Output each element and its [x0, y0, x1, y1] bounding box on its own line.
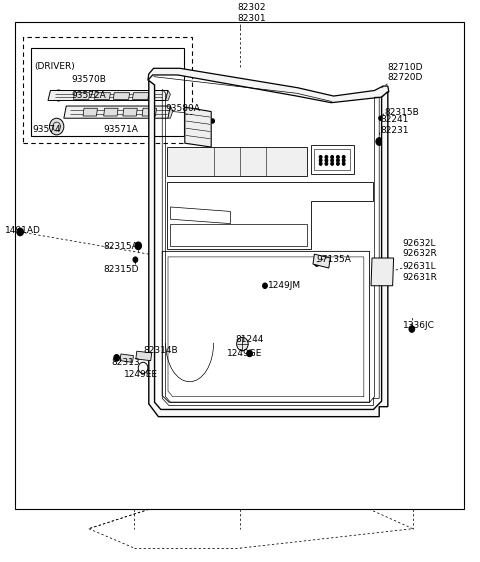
- Circle shape: [336, 158, 339, 162]
- Text: 82241
82231: 82241 82231: [380, 115, 408, 135]
- Text: 97135A: 97135A: [317, 255, 352, 264]
- Polygon shape: [83, 108, 97, 116]
- Circle shape: [17, 228, 24, 236]
- Circle shape: [342, 158, 345, 162]
- Text: 1249GE: 1249GE: [227, 349, 262, 358]
- Polygon shape: [167, 147, 307, 176]
- Circle shape: [409, 326, 415, 332]
- Polygon shape: [120, 354, 133, 362]
- Circle shape: [325, 162, 328, 165]
- Circle shape: [247, 350, 252, 357]
- Text: 82313: 82313: [111, 358, 140, 367]
- Text: 92631L
92631R: 92631L 92631R: [402, 262, 437, 282]
- Polygon shape: [94, 93, 110, 99]
- Text: 93574: 93574: [33, 125, 61, 134]
- Text: 82315D: 82315D: [103, 265, 139, 274]
- Polygon shape: [64, 106, 170, 118]
- Circle shape: [49, 118, 64, 135]
- Circle shape: [325, 155, 328, 158]
- Polygon shape: [185, 107, 211, 147]
- Text: 1249EE: 1249EE: [124, 370, 158, 379]
- Bar: [314, 149, 350, 170]
- Text: 82314B: 82314B: [143, 346, 178, 355]
- Bar: [23, 37, 192, 143]
- Text: (DRIVER): (DRIVER): [35, 62, 75, 71]
- Polygon shape: [104, 108, 118, 116]
- Circle shape: [376, 138, 383, 146]
- Circle shape: [336, 162, 339, 165]
- Text: 93580A: 93580A: [166, 103, 201, 112]
- Polygon shape: [136, 351, 152, 361]
- Polygon shape: [166, 90, 170, 101]
- Bar: [31, 48, 184, 136]
- Polygon shape: [371, 258, 394, 285]
- Circle shape: [237, 337, 248, 351]
- Bar: [311, 145, 354, 174]
- Circle shape: [331, 162, 334, 165]
- Circle shape: [135, 242, 142, 250]
- Circle shape: [137, 353, 141, 357]
- Bar: [373, 259, 391, 264]
- Polygon shape: [142, 108, 156, 116]
- Text: 82710D
82720D: 82710D 82720D: [388, 63, 423, 82]
- Polygon shape: [148, 69, 389, 103]
- Bar: [373, 273, 391, 277]
- Text: 82315A: 82315A: [103, 242, 138, 251]
- Text: 1491AD: 1491AD: [5, 226, 41, 235]
- Circle shape: [54, 90, 63, 101]
- Polygon shape: [313, 254, 330, 268]
- Text: 82315B: 82315B: [384, 108, 419, 117]
- Circle shape: [325, 158, 328, 162]
- Bar: [15, 22, 464, 509]
- Text: 1336JC: 1336JC: [403, 321, 435, 330]
- Text: 1249JM: 1249JM: [268, 281, 301, 290]
- Polygon shape: [73, 93, 90, 99]
- Polygon shape: [113, 93, 130, 99]
- Polygon shape: [48, 90, 168, 101]
- Circle shape: [211, 119, 215, 123]
- Circle shape: [379, 116, 383, 120]
- Polygon shape: [168, 106, 173, 118]
- Bar: [373, 279, 391, 283]
- Text: 82302
82301: 82302 82301: [238, 3, 266, 23]
- Bar: [373, 266, 391, 270]
- Circle shape: [319, 158, 322, 162]
- Polygon shape: [123, 108, 137, 116]
- Text: 93571A: 93571A: [103, 125, 138, 134]
- Circle shape: [319, 155, 322, 158]
- Polygon shape: [149, 80, 388, 416]
- Polygon shape: [132, 93, 149, 99]
- Circle shape: [319, 162, 322, 165]
- Circle shape: [331, 158, 334, 162]
- Circle shape: [336, 155, 339, 158]
- Circle shape: [314, 261, 319, 266]
- Text: 93570B: 93570B: [71, 75, 106, 84]
- Circle shape: [331, 155, 334, 158]
- Circle shape: [133, 257, 138, 262]
- Text: 93572A: 93572A: [71, 92, 106, 101]
- Circle shape: [342, 155, 345, 158]
- Circle shape: [263, 283, 267, 288]
- Text: 81244: 81244: [235, 335, 264, 344]
- Circle shape: [114, 355, 120, 361]
- Circle shape: [342, 162, 345, 165]
- Text: 92632L
92632R: 92632L 92632R: [402, 239, 437, 258]
